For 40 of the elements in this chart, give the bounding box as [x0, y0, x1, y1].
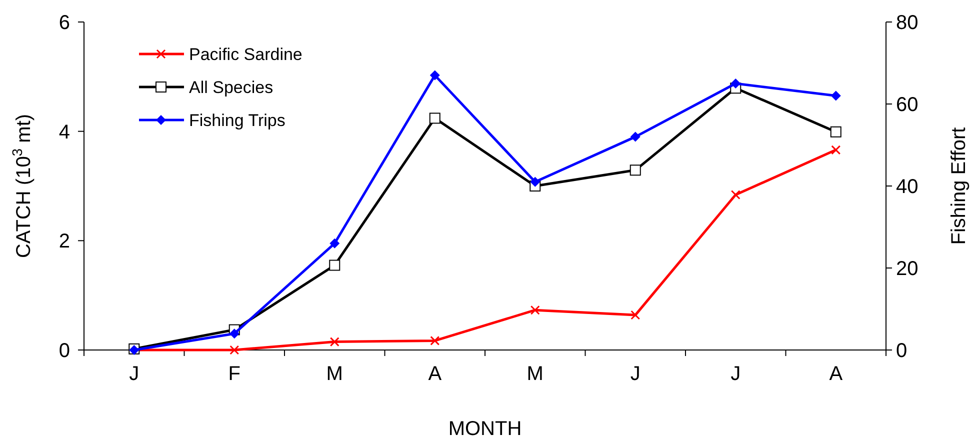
x-axis-title: MONTH	[448, 418, 522, 440]
y2-tick-label: 20	[896, 258, 918, 280]
x-tick-label: A	[428, 363, 442, 385]
x-tick-label: J	[129, 363, 140, 385]
y-tick-label: 6	[58, 12, 70, 34]
point	[830, 126, 842, 138]
y-tick-label: 2	[58, 230, 70, 253]
point	[630, 310, 640, 320]
legend-label: Pacific Sardine	[189, 45, 302, 64]
point	[330, 337, 340, 347]
x-tick-label: M	[326, 363, 343, 385]
point	[730, 78, 741, 88]
x-tick-label: J	[630, 363, 640, 385]
point	[430, 70, 440, 80]
point	[630, 132, 640, 142]
point	[429, 112, 440, 124]
y-tick-label: 4	[58, 121, 70, 144]
point	[830, 90, 841, 101]
point	[329, 260, 340, 271]
point	[330, 238, 340, 248]
y2-tick-label: 0	[896, 340, 908, 362]
point	[430, 336, 440, 346]
y2-tick-label: 60	[896, 94, 918, 116]
legend-label: Fishing Trips	[189, 111, 286, 130]
y2-tick-label: 40	[896, 176, 918, 198]
x-tick-label: A	[829, 363, 844, 385]
y2-axis-title: Fishing Effort	[948, 126, 970, 245]
point	[831, 145, 841, 155]
y2-tick-label: 80	[896, 12, 918, 34]
x-tick-label: J	[730, 363, 741, 385]
point	[229, 328, 240, 339]
x-tick-label: F	[228, 363, 240, 385]
point	[630, 164, 641, 176]
point	[730, 190, 740, 200]
point	[230, 345, 240, 355]
y-tick-label: 0	[58, 340, 70, 362]
point	[530, 176, 540, 187]
x-tick-label: M	[526, 363, 544, 385]
legend-label: All Species	[189, 78, 274, 97]
point	[530, 305, 540, 315]
